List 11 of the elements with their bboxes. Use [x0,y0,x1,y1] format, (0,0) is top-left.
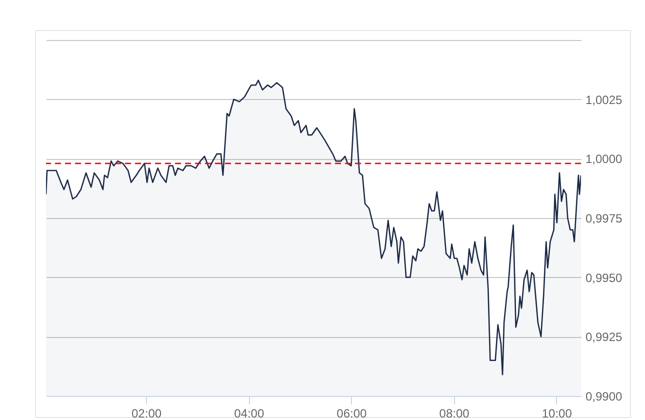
x-tick-label: 06:00 [336,406,368,420]
y-tick-label: 1,0000 [586,152,623,166]
y-tick-label: 1,0025 [586,92,623,107]
y-tick-label: 0,9975 [586,212,623,226]
x-tick-label: 10:00 [542,406,572,420]
x-tick-label: 02:00 [132,406,162,420]
x-tick-label: 04:00 [234,406,264,420]
y-tick-label: 0,9925 [586,330,623,344]
y-tick-label: 0,9950 [586,270,623,285]
y-tick-label: 0,9900 [586,390,623,404]
x-tick-label: 08:00 [439,406,470,420]
